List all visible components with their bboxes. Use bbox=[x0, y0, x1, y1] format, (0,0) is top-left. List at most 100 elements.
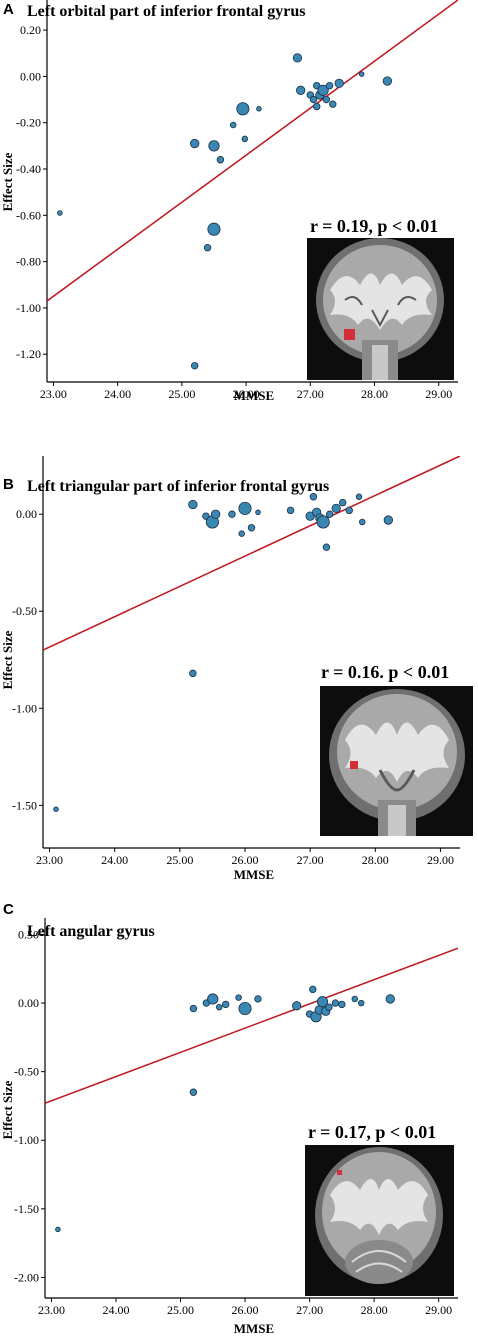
data-point bbox=[190, 138, 200, 149]
data-point bbox=[221, 1000, 230, 1009]
x-tick-label: 24.00 bbox=[104, 387, 131, 401]
y-tick-label: -1.00 bbox=[16, 301, 41, 315]
data-point bbox=[216, 1003, 223, 1011]
y-tick-label: -1.00 bbox=[12, 701, 37, 715]
x-tick-label: 28.00 bbox=[361, 1303, 388, 1317]
regression-line-layer bbox=[45, 947, 458, 1104]
data-point bbox=[238, 501, 252, 515]
data-point bbox=[238, 530, 245, 537]
data-point bbox=[322, 95, 331, 104]
brain-inset-image bbox=[305, 1145, 454, 1296]
y-tick-label: -0.60 bbox=[16, 208, 41, 222]
data-point bbox=[228, 510, 236, 518]
data-point bbox=[357, 999, 365, 1007]
regression-line-layer bbox=[47, 0, 458, 302]
data-point bbox=[211, 509, 221, 519]
y-tick-label: -1.20 bbox=[16, 347, 41, 361]
data-point bbox=[309, 985, 317, 994]
data-point bbox=[325, 510, 334, 518]
x-tick-label: 28.00 bbox=[362, 853, 389, 867]
data-point bbox=[188, 499, 198, 510]
roi-marker bbox=[350, 761, 358, 769]
x-tick-label: 29.00 bbox=[425, 387, 452, 401]
chart-title: Left orbital part of inferior frontal gy… bbox=[27, 3, 305, 20]
correlation-annotation: r = 0.19, p < 0.01 bbox=[310, 216, 438, 236]
data-point bbox=[57, 210, 63, 216]
data-point bbox=[189, 1088, 198, 1096]
x-tick-label: 24.00 bbox=[102, 1303, 129, 1317]
roi-marker bbox=[337, 1170, 342, 1175]
data-point bbox=[208, 140, 220, 152]
data-point bbox=[325, 1003, 333, 1011]
data-point bbox=[292, 1001, 302, 1011]
brain-inset-image bbox=[320, 686, 473, 836]
data-point bbox=[255, 509, 261, 516]
data-point bbox=[296, 85, 306, 95]
data-point bbox=[382, 76, 393, 86]
data-point bbox=[230, 121, 237, 129]
data-point bbox=[241, 135, 249, 143]
data-point bbox=[292, 53, 303, 63]
data-point bbox=[331, 503, 341, 514]
regression-line bbox=[47, 0, 458, 302]
data-point bbox=[325, 81, 334, 90]
regression-line-layer bbox=[43, 456, 460, 651]
data-point bbox=[313, 102, 321, 111]
data-point bbox=[189, 1004, 198, 1013]
data-point bbox=[216, 156, 225, 164]
x-tick-label: 25.00 bbox=[168, 387, 195, 401]
x-tick-label: 25.00 bbox=[166, 853, 193, 867]
x-tick-label: 27.00 bbox=[297, 853, 324, 867]
y-axis-label: Effect Size bbox=[0, 630, 15, 689]
data-point bbox=[316, 996, 329, 1008]
data-point bbox=[331, 999, 340, 1007]
data-point bbox=[359, 518, 366, 526]
y-tick-label: -1.50 bbox=[14, 1202, 39, 1216]
y-tick-label: -0.40 bbox=[16, 162, 41, 176]
x-tick-label: 26.00 bbox=[232, 1303, 259, 1317]
x-tick-label: 26.00 bbox=[231, 853, 258, 867]
brain-inset-image bbox=[307, 238, 454, 380]
data-point bbox=[53, 806, 59, 812]
data-point bbox=[286, 506, 295, 515]
x-tick-label: 23.00 bbox=[40, 387, 67, 401]
y-tick-label: 0.00 bbox=[20, 69, 41, 83]
roi-marker bbox=[344, 329, 355, 340]
x-tick-label: 23.00 bbox=[38, 1303, 65, 1317]
data-point bbox=[345, 506, 353, 515]
data-point bbox=[317, 84, 329, 96]
chart-title: Left angular gyrus bbox=[27, 923, 155, 940]
x-tick-label: 25.00 bbox=[167, 1303, 194, 1317]
data-point bbox=[55, 1226, 61, 1233]
points-layer bbox=[53, 493, 393, 812]
y-tick-label: -0.50 bbox=[14, 1065, 39, 1079]
y-tick-label: 0.20 bbox=[20, 23, 41, 37]
x-tick-label: 27.00 bbox=[296, 1303, 323, 1317]
points-layer bbox=[57, 53, 393, 370]
data-point bbox=[334, 78, 344, 88]
x-axis-label: MMSE bbox=[234, 1321, 274, 1336]
panel-letter: A bbox=[3, 1, 14, 18]
data-point bbox=[254, 995, 262, 1003]
axes: 23.00 24.00 25.00 26.00 27.00 28.00 29.00 0.50 0… bbox=[14, 918, 458, 1317]
y-tick-label: -2.00 bbox=[14, 1270, 39, 1284]
panel-letter: B bbox=[3, 476, 14, 493]
data-point bbox=[351, 995, 358, 1003]
panel-b-scatter: B Left triangular part of inferior front… bbox=[0, 456, 473, 882]
panel-c-scatter: C Left angular gyrus 23.00 24.00 25.00 26.0… bbox=[0, 901, 458, 1336]
data-point bbox=[256, 106, 262, 112]
y-tick-label: -0.80 bbox=[16, 255, 41, 269]
data-point bbox=[309, 95, 318, 104]
data-point bbox=[235, 994, 242, 1001]
x-tick-label: 28.00 bbox=[361, 387, 388, 401]
x-axis-label: MMSE bbox=[234, 388, 274, 403]
axes: 23.00 24.00 25.00 26.00 27.00 28.00 29.00 0.20 0… bbox=[16, 0, 458, 401]
chart-title: Left triangular part of inferior frontal… bbox=[27, 478, 329, 495]
correlation-annotation: r = 0.16. p < 0.01 bbox=[321, 662, 449, 682]
data-point bbox=[207, 993, 219, 1005]
data-point bbox=[355, 493, 363, 500]
data-point bbox=[383, 515, 393, 525]
data-point bbox=[189, 669, 197, 678]
y-tick-label: 0.00 bbox=[16, 507, 37, 521]
